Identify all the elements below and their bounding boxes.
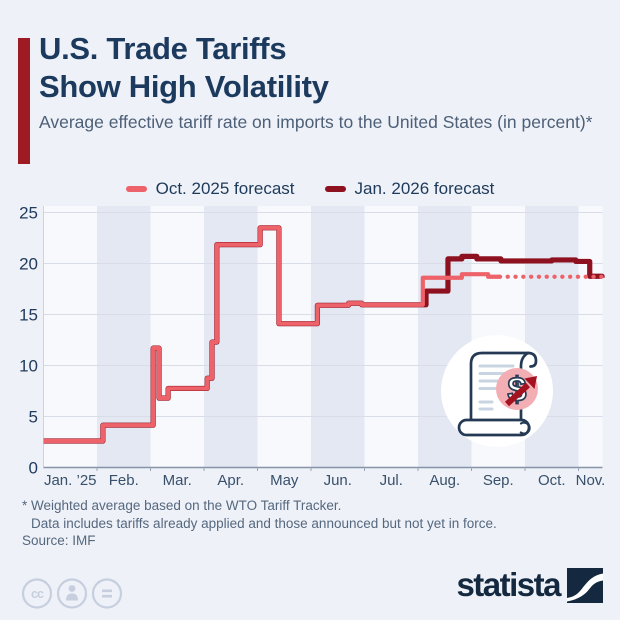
statista-logo-mark [567, 567, 603, 603]
y-tick-label: 20 [19, 255, 38, 274]
statista-logo: statista [456, 566, 603, 604]
title-accent-bar [18, 38, 30, 164]
no-derivatives-icon [91, 578, 123, 609]
month-band [204, 206, 258, 468]
legend-swatch-oct-2025 [125, 185, 147, 193]
y-tick-label: 10 [19, 357, 38, 376]
rising-arrow-icon [504, 376, 537, 407]
legend-label-jan-2026: Jan. 2026 forecast [354, 179, 495, 198]
x-tick-label: Oct. [538, 472, 566, 489]
x-tick-label: Nov. [576, 472, 606, 489]
svg-text:cc: cc [31, 587, 44, 601]
footnote-line1: * Weighted average based on the WTO Tari… [22, 498, 342, 513]
x-tick-label: Aug. [429, 472, 460, 489]
month-band [364, 206, 418, 468]
x-tick-label: Jun. [324, 472, 352, 489]
license-icons: cc [21, 578, 123, 609]
x-tick-label: Mar. [163, 472, 192, 489]
footnote: * Weighted average based on the WTO Tari… [22, 497, 497, 533]
x-tick-label: Jul. [380, 472, 403, 489]
x-tick-label: Sep. [483, 472, 514, 489]
y-tick-label: 25 [19, 204, 38, 223]
x-tick-label: Jan. ’25 [44, 472, 97, 489]
series-oct-2025-forecast-dotted [497, 274, 605, 282]
series-oct-2025-forecast-solid [43, 225, 500, 444]
legend-label-oct-2025: Oct. 2025 forecast [155, 179, 295, 198]
y-tick-label: 5 [29, 408, 38, 427]
statista-logo-text: statista [456, 566, 561, 603]
tariff-document-icon: $ [441, 335, 553, 447]
cc-license-icon [21, 578, 53, 609]
month-band [311, 206, 365, 468]
page-title-line1: U.S. Trade Tariffs [39, 31, 287, 66]
page-title: U.S. Trade Tariffs Show High Volatility [39, 30, 329, 106]
month-band [578, 206, 603, 468]
month-band [43, 206, 97, 468]
page-title-line2: Show High Volatility [39, 69, 329, 104]
chart-subtitle: Average effective tariff rate on imports… [39, 112, 593, 132]
legend-item-jan-2026: Jan. 2026 forecast [324, 179, 495, 199]
chart-legend: Oct. 2025 forecast Jan. 2026 forecast [0, 179, 620, 199]
y-tick-label: 15 [19, 306, 38, 325]
footnote-line2: Data includes tariffs already applied an… [31, 516, 497, 531]
month-band [150, 206, 204, 468]
legend-swatch-jan-2026 [324, 185, 346, 193]
y-tick-label: 0 [29, 459, 38, 478]
month-band [257, 206, 311, 468]
x-tick-label: May [270, 472, 299, 489]
attribution-icon [56, 578, 88, 609]
legend-item-oct-2025: Oct. 2025 forecast [125, 179, 295, 199]
x-tick-label: Feb. [109, 472, 139, 489]
x-tick-label: Apr. [217, 472, 244, 489]
source-note: Source: IMF [22, 533, 96, 548]
